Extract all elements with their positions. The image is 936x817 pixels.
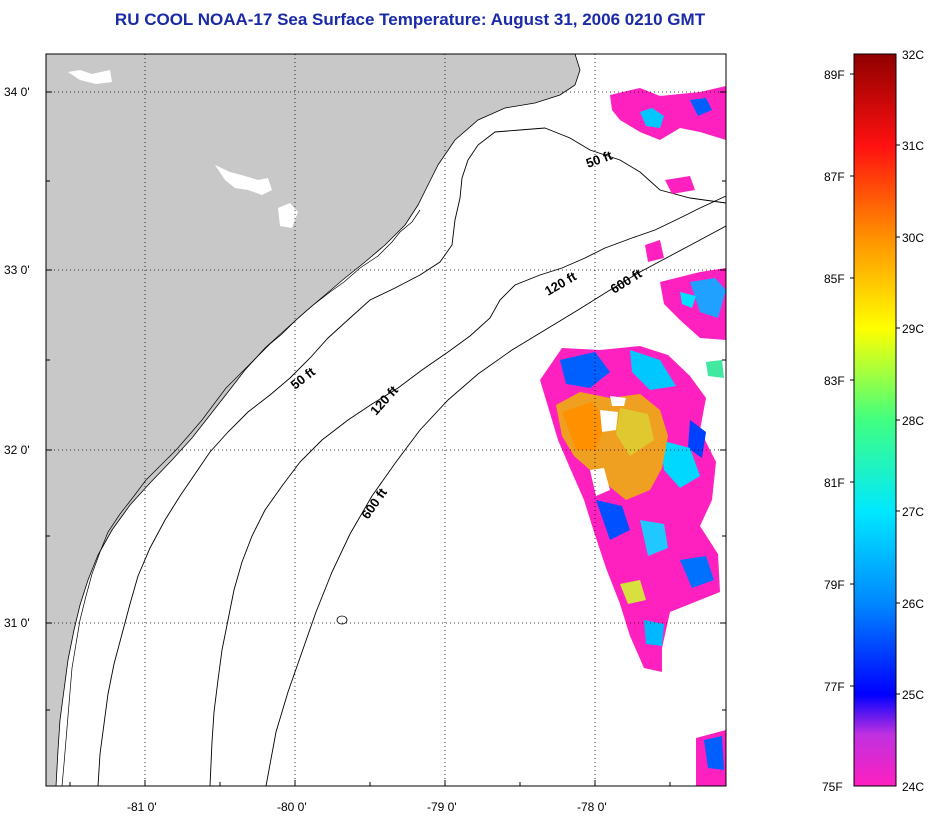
colorbar-f-label: 83F xyxy=(824,374,845,388)
colorbar-c-label: 27C xyxy=(902,505,924,519)
lat-label: 32 0' xyxy=(4,443,30,457)
colorbar-c-label: 32C xyxy=(902,48,924,62)
lat-label: 31 0' xyxy=(4,616,30,630)
map-frame xyxy=(45,53,727,787)
colorbar-f-label: 89F xyxy=(824,68,845,82)
colorbar-c-label: 28C xyxy=(902,414,924,428)
contour-120ft xyxy=(209,195,726,786)
colorbar-f-label: 77F xyxy=(824,680,845,694)
lat-label: 34 0' xyxy=(4,85,30,99)
lake xyxy=(278,203,298,228)
colorbar-f-label: 75F xyxy=(822,780,843,794)
colorbar-c-label: 30C xyxy=(902,231,924,245)
lat-label: 33 0' xyxy=(4,263,30,277)
lon-label: -79 0' xyxy=(427,800,457,814)
lake xyxy=(215,165,272,195)
contour-600ft xyxy=(265,225,726,786)
lon-label: -78 0' xyxy=(577,800,607,814)
graticule xyxy=(46,54,726,786)
colorbar-c-label: 26C xyxy=(902,597,924,611)
colorbar-f-label: 79F xyxy=(824,578,845,592)
colorbar-f-label: 85F xyxy=(824,272,845,286)
sst-data xyxy=(540,86,726,786)
coastline-detail xyxy=(61,209,421,786)
colorbar-f-label: 87F xyxy=(824,170,845,184)
ticks xyxy=(46,91,726,786)
contour-50ft xyxy=(97,127,726,786)
colorbar-c-label: 31C xyxy=(902,139,924,153)
lon-label: -81 0' xyxy=(127,800,157,814)
colorbar-c-label: 29C xyxy=(902,322,924,336)
seamount-contour xyxy=(336,615,348,625)
colorbar-c-label: 25C xyxy=(902,688,924,702)
colorbar-f-label: 81F xyxy=(824,476,845,490)
lake xyxy=(68,70,112,84)
land-mass xyxy=(46,54,581,786)
colorbar-c-label: 24C xyxy=(902,780,924,794)
lon-label: -80 0' xyxy=(277,800,307,814)
map-title: RU COOL NOAA-17 Sea Surface Temperature:… xyxy=(114,10,706,29)
colorbar xyxy=(853,53,897,787)
colorbar-ticks xyxy=(850,73,900,695)
